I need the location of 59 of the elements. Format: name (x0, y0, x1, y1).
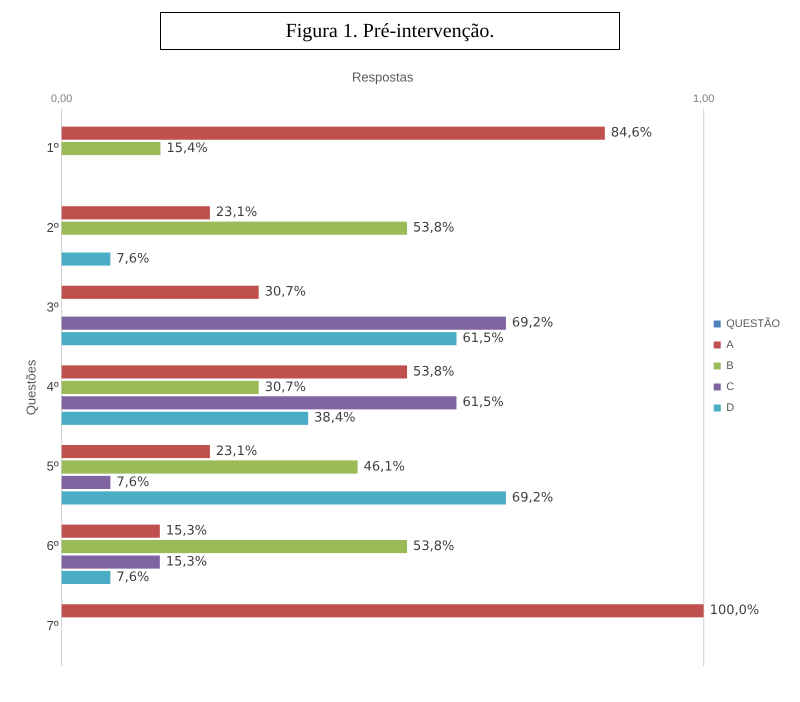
bar (62, 286, 259, 299)
bar (62, 491, 506, 504)
data-label: 15,3% (166, 524, 208, 539)
y-tick-label: 3º (46, 299, 59, 314)
y-tick-label: 5º (46, 458, 59, 474)
bar (62, 222, 408, 235)
bar (62, 570, 110, 584)
x-tick-label: 1,00 (693, 93, 714, 106)
legend-label: D (726, 402, 734, 414)
bar (62, 604, 704, 618)
bar (62, 460, 358, 474)
bar (62, 365, 408, 379)
data-label: 69,2% (512, 316, 554, 331)
y-tick-label: 4º (46, 378, 59, 394)
bar (62, 396, 456, 410)
bar (62, 332, 456, 346)
data-label: 53,8% (413, 364, 454, 380)
data-label: 15,3% (166, 554, 208, 570)
data-label: 30,7% (264, 284, 306, 300)
y-axis-title: Questões (23, 359, 38, 416)
y-tick-label: 6º (46, 538, 59, 554)
bar (62, 524, 160, 538)
data-label: 84,6% (610, 126, 652, 141)
legend-label: C (726, 381, 734, 394)
data-label: 7,6% (116, 251, 150, 266)
data-label: 61,5% (462, 395, 504, 410)
x-axis-title: Respostas (352, 69, 414, 84)
data-label: 23,1% (216, 444, 258, 459)
bar (62, 380, 259, 394)
bar (62, 206, 210, 220)
data-label: 100,0% (710, 603, 760, 618)
bar (62, 476, 110, 490)
bar (62, 142, 160, 156)
legend-label: QUESTÃO (726, 317, 780, 330)
data-label: 61,5% (462, 331, 504, 346)
bar (62, 555, 160, 569)
x-tick-label: 0,00 (50, 93, 72, 106)
bar (62, 444, 210, 458)
y-tick-label: 1º (46, 140, 59, 156)
data-label: 69,2% (512, 490, 554, 506)
legend-label: A (726, 339, 734, 352)
data-label: 7,6% (116, 474, 150, 490)
data-label: 46,1% (364, 459, 405, 474)
data-label: 53,8% (413, 538, 454, 554)
data-label: 7,6% (116, 570, 150, 585)
data-label: 53,8% (413, 220, 454, 236)
bar (62, 412, 308, 425)
bar (62, 540, 408, 554)
bar (62, 126, 605, 140)
legend-label: B (726, 360, 734, 372)
data-label: 15,4% (166, 140, 208, 156)
data-label: 23,1% (216, 205, 258, 220)
data-label: 30,7% (264, 380, 306, 395)
y-tick-label: 2º (46, 220, 59, 235)
y-tick-label: 7º (46, 618, 59, 633)
chart-title: Figura 1. Pré-intervenção. (160, 12, 620, 50)
bar (62, 252, 110, 266)
data-label: 38,4% (314, 410, 356, 426)
bar (62, 316, 506, 330)
